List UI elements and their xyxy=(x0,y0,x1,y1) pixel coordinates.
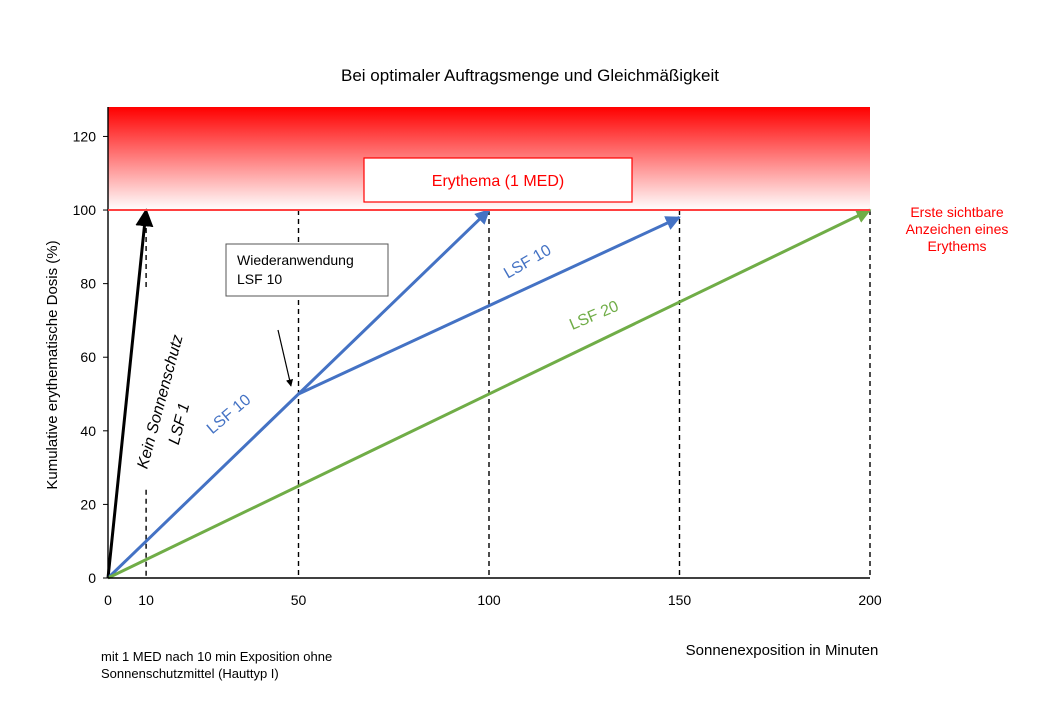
reapplication-arrow xyxy=(277,329,294,387)
erythema-box-label: Erythema (1 MED) xyxy=(432,173,564,190)
footnote-line-2: Sonnenschutzmittel (Hauttyp I) xyxy=(101,666,279,681)
x-tick-label: 150 xyxy=(668,592,692,608)
y-tick-labels: 0 20 40 60 80 100 120 xyxy=(73,128,108,586)
y-tick-label: 120 xyxy=(73,128,97,144)
lsf20-label: LSF 20 xyxy=(567,298,621,334)
x-tick-label: 0 xyxy=(104,592,112,608)
y-tick-label: 40 xyxy=(80,423,96,439)
y-tick-label: 60 xyxy=(80,349,96,365)
erythema-right-label-2: Anzeichen eines xyxy=(906,221,1009,237)
no-protection-label-2: LSF 1 xyxy=(166,401,193,446)
x-tick-labels: 0 10 50 100 150 200 xyxy=(104,592,882,608)
chart-title: Bei optimaler Auftragsmenge und Gleichmä… xyxy=(341,66,719,85)
axes xyxy=(107,107,870,579)
erythema-right-label-1: Erste sichtbare xyxy=(910,204,1004,220)
footnote-line-1: mit 1 MED nach 10 min Exposition ohne xyxy=(101,649,332,664)
series-lines xyxy=(106,208,872,580)
series-line-0 xyxy=(106,208,154,579)
x-axis-title: Sonnenexposition in Minuten xyxy=(686,642,879,659)
reapplication-label-2: LSF 10 xyxy=(237,271,282,287)
reapplication-label-1: Wiederanwendung xyxy=(237,252,354,268)
y-tick-label: 20 xyxy=(80,496,96,512)
reapplication-box xyxy=(225,243,389,297)
x-tick-label: 10 xyxy=(138,592,154,608)
lsf10-first-label: LSF 10 xyxy=(204,391,255,437)
x-tick-label: 200 xyxy=(858,592,882,608)
series-line-2 xyxy=(297,216,681,396)
x-tick-label: 100 xyxy=(477,592,501,608)
lsf10-second-label: LSF 10 xyxy=(501,242,554,283)
x-tick-label: 50 xyxy=(291,592,307,608)
erythema-box xyxy=(363,157,633,203)
y-tick-label: 100 xyxy=(73,202,97,218)
erythema-right-label-3: Erythems xyxy=(927,238,986,254)
y-axis-title: Kumulative erythematische Dosis (%) xyxy=(44,240,61,489)
series-line-3 xyxy=(107,208,872,580)
y-tick-label: 0 xyxy=(88,570,96,586)
y-tick-label: 80 xyxy=(80,276,96,292)
